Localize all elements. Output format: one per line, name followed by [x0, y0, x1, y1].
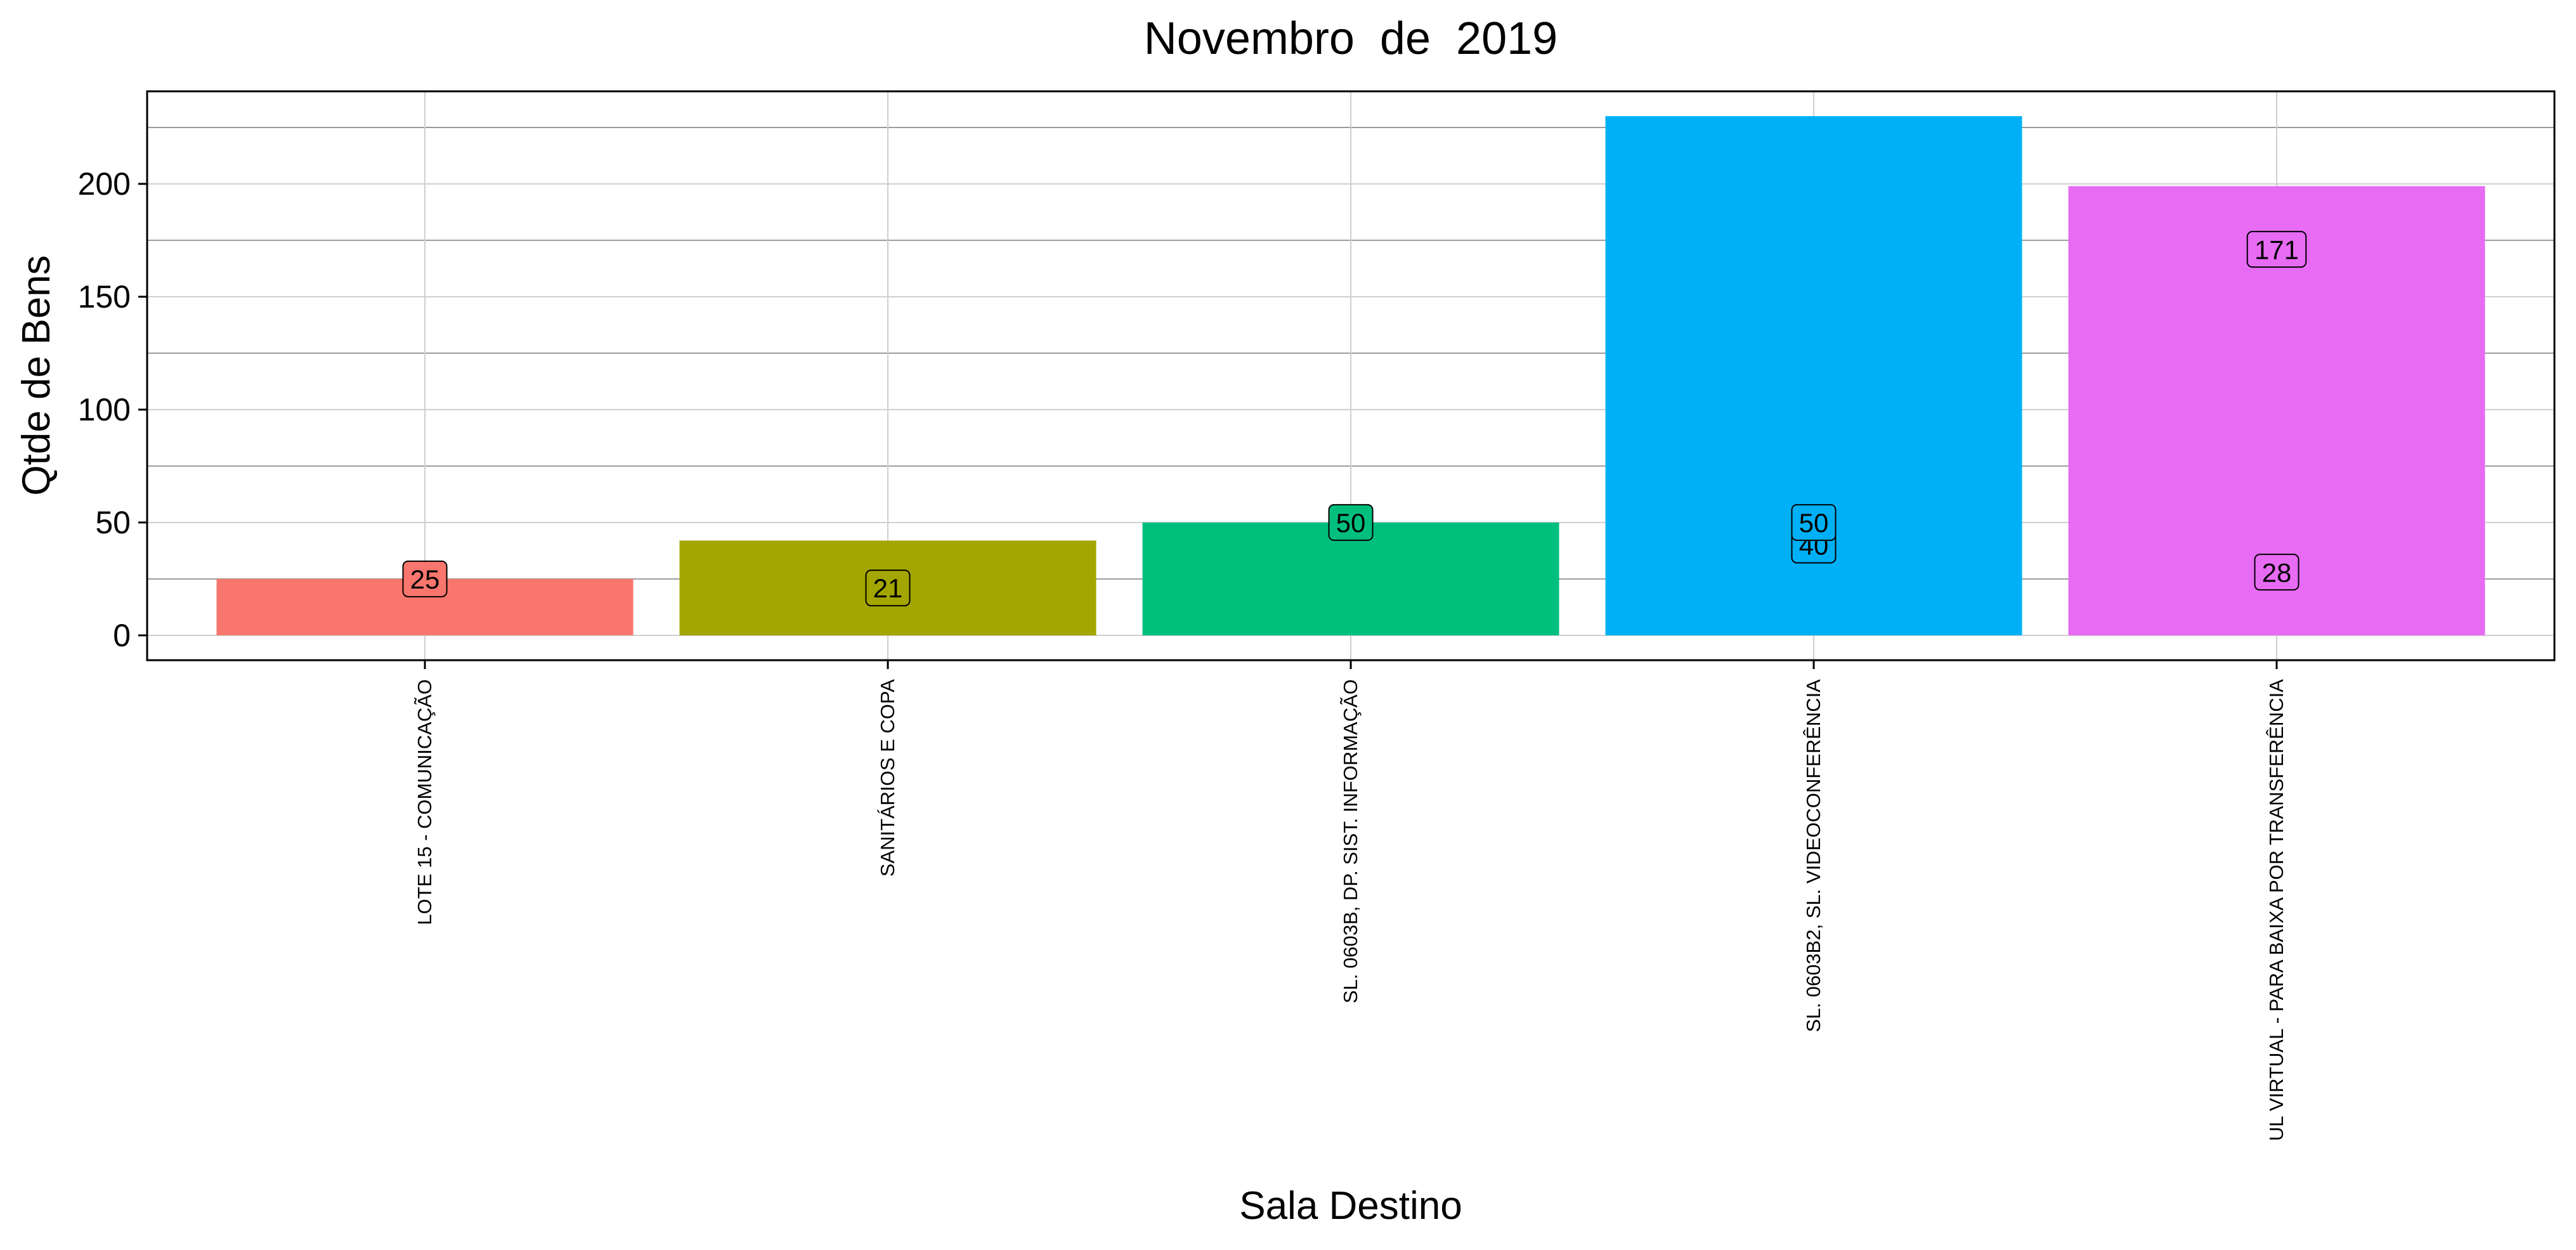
y-tick-label: 100 [78, 392, 131, 427]
data-label-box [2254, 554, 2300, 591]
bar [1142, 522, 1559, 635]
x-axis-title: Sala Destino [1239, 1184, 1462, 1228]
x-tick-label: UL VIRTUAL - PARA BAIXA POR TRANSFERÊNCI… [2265, 679, 2287, 1141]
data-label-text: 28 [2262, 557, 2292, 587]
data-label-box [865, 570, 911, 607]
data-label: 171 [2246, 231, 2307, 268]
data-label-text: 171 [2254, 235, 2299, 264]
y-tick-label: 50 [95, 505, 131, 540]
data-label-text: 21 [873, 573, 903, 603]
y-tick-label: 150 [78, 279, 131, 315]
x-tick-label: SL. 0603B2, SL. VIDEOCONFERÊNCIA [1802, 679, 1825, 1032]
y-tick-label: 200 [78, 166, 131, 202]
data-label: 50 [1328, 504, 1374, 541]
chart-title: Novembro de 2019 [1144, 13, 1558, 64]
data-label-box [402, 560, 448, 597]
data-label-text: 50 [1336, 508, 1366, 538]
data-label-box [2246, 231, 2307, 268]
x-tick-label: SL. 0603B, DP. SIST. INFORMAÇÃO [1339, 679, 1362, 1003]
y-tick-label: 0 [113, 618, 131, 653]
data-label-box [1791, 504, 1837, 541]
x-tick-label: SANITÁRIOS E COPA [876, 679, 899, 877]
data-label-box [1328, 504, 1374, 541]
data-label: 21 [865, 570, 911, 607]
data-label-text: 50 [1799, 508, 1829, 538]
data-label: 25 [402, 560, 448, 597]
x-tick-label: LOTE 15 - COMUNICAÇÃO [413, 679, 436, 925]
y-axis-title: Qtde de Bens [15, 255, 58, 495]
data-label: 28 [2254, 554, 2300, 591]
data-label: 50 [1791, 504, 1837, 541]
data-label-text: 25 [410, 564, 440, 594]
